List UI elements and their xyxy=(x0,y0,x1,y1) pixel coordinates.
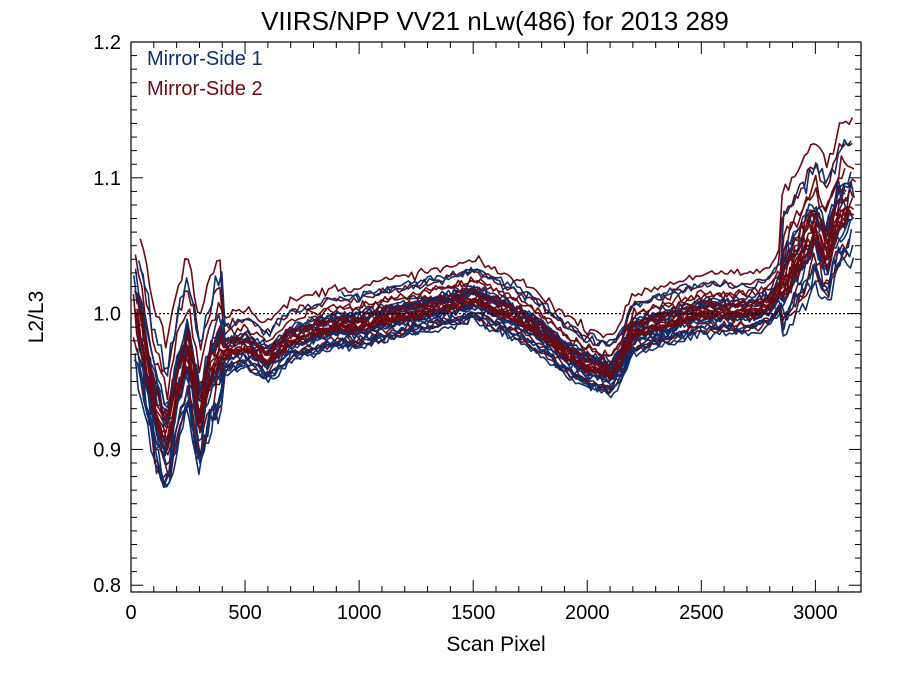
x-tick-label: 500 xyxy=(228,602,261,624)
x-tick-label: 1000 xyxy=(337,602,382,624)
y-tick-label: 1.2 xyxy=(93,32,121,54)
legend-entry-mirror-side-1: Mirror-Side 1 xyxy=(147,48,263,70)
tick-layer: 0 500 1000 1500 2000 2500 3000 0.8 0.9 1.0 1.1 1.2 xyxy=(93,32,861,624)
x-tick-label: 2500 xyxy=(679,602,724,624)
mirror-side-2-line xyxy=(139,188,847,417)
x-tick-label: 3000 xyxy=(793,602,838,624)
mirror-side-2-line xyxy=(133,188,854,419)
legend-entry-mirror-side-2: Mirror-Side 2 xyxy=(147,78,263,100)
mirror-side-1-line xyxy=(137,138,852,377)
mirror-side-2-line xyxy=(308,167,846,357)
x-tick-label: 0 xyxy=(125,602,136,624)
y-tick-label: 1.0 xyxy=(93,304,121,326)
x-axis-label: Scan Pixel xyxy=(446,633,545,656)
mirror-side-2-line xyxy=(141,252,849,487)
series-layer xyxy=(132,117,857,488)
y-tick-label: 0.9 xyxy=(93,439,121,461)
mirror-side-1-line xyxy=(138,228,853,485)
y-axis-label: L2/L3 xyxy=(25,291,48,344)
y-tick-label: 1.1 xyxy=(93,168,121,190)
mirror-side-1-line xyxy=(134,257,855,488)
mirror-side-1-line xyxy=(140,305,678,466)
chart-title: VIIRS/NPP VV21 nLw(486) for 2013 289 xyxy=(261,6,729,36)
x-tick-label: 2000 xyxy=(565,602,610,624)
y-tick-label: 0.8 xyxy=(93,575,121,597)
mirror-side-2-line xyxy=(136,197,854,434)
mirror-side-2-line xyxy=(132,214,846,443)
x-tick-label: 1500 xyxy=(451,602,496,624)
mirror-side-1-line xyxy=(134,171,852,409)
mirror-side-2-line xyxy=(139,117,854,349)
